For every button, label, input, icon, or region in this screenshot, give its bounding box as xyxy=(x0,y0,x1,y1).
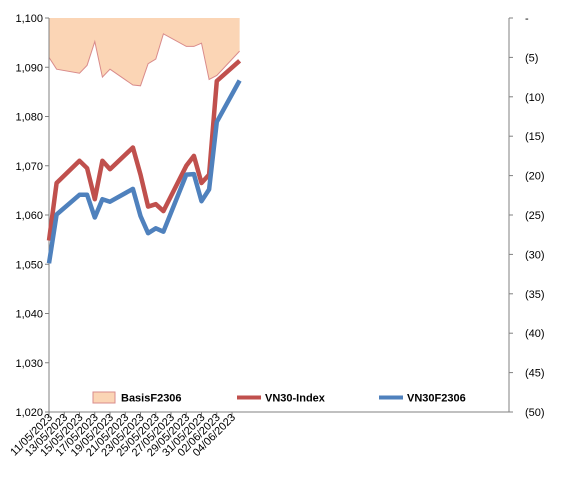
y-left-tick-label: 1,020 xyxy=(15,407,43,419)
series-area-basis-edge xyxy=(48,33,240,87)
legend-label-vn30-index: VN30-Index xyxy=(265,393,326,405)
y-left-tick-label: 1,030 xyxy=(15,358,43,370)
y-right-tick-label: (15) xyxy=(525,131,545,143)
basis-area-layer xyxy=(48,18,240,87)
series-line-vn30f xyxy=(46,79,242,264)
y-left-tick-label: 1,090 xyxy=(15,62,43,74)
series-line-vn30-index xyxy=(46,59,242,241)
y-left-tick-label: 1,060 xyxy=(15,210,43,222)
series-area-basis xyxy=(49,18,240,86)
y-right-tick-label: (5) xyxy=(525,52,538,64)
y-left-tick-label: 1,050 xyxy=(15,259,43,271)
y-left-tick-label: 1,040 xyxy=(15,309,43,321)
y-left-tick-label: 1,070 xyxy=(15,161,43,173)
axes-layer: 1,020 1,030 1,040 1,050 1,060 1,070 1,080 1,090… xyxy=(8,13,544,459)
legend-label-vn30f: VN30F2306 xyxy=(407,393,466,405)
y-right-tick-label: (45) xyxy=(525,368,545,380)
y-left-tick-label: 1,100 xyxy=(15,13,43,25)
lines-layer xyxy=(46,59,242,264)
legend-swatch-basis xyxy=(92,391,116,404)
y-right-tick-label: (30) xyxy=(525,249,545,261)
legend: BasisF2306 VN30-Index VN30F2306 xyxy=(92,391,466,405)
y-right-tick-label: (40) xyxy=(525,328,545,340)
y-right-tick-label: (10) xyxy=(525,92,545,104)
y-right-tick-label: - xyxy=(525,13,529,25)
legend-label-basis: BasisF2306 xyxy=(121,393,182,405)
y-left-tick-label: 1,080 xyxy=(15,112,43,124)
y-right-tick-label: (25) xyxy=(525,210,545,222)
y-right-tick-label: (20) xyxy=(525,171,545,183)
y-right-tick-label: (50) xyxy=(525,407,545,419)
y-right-tick-label: (35) xyxy=(525,289,545,301)
